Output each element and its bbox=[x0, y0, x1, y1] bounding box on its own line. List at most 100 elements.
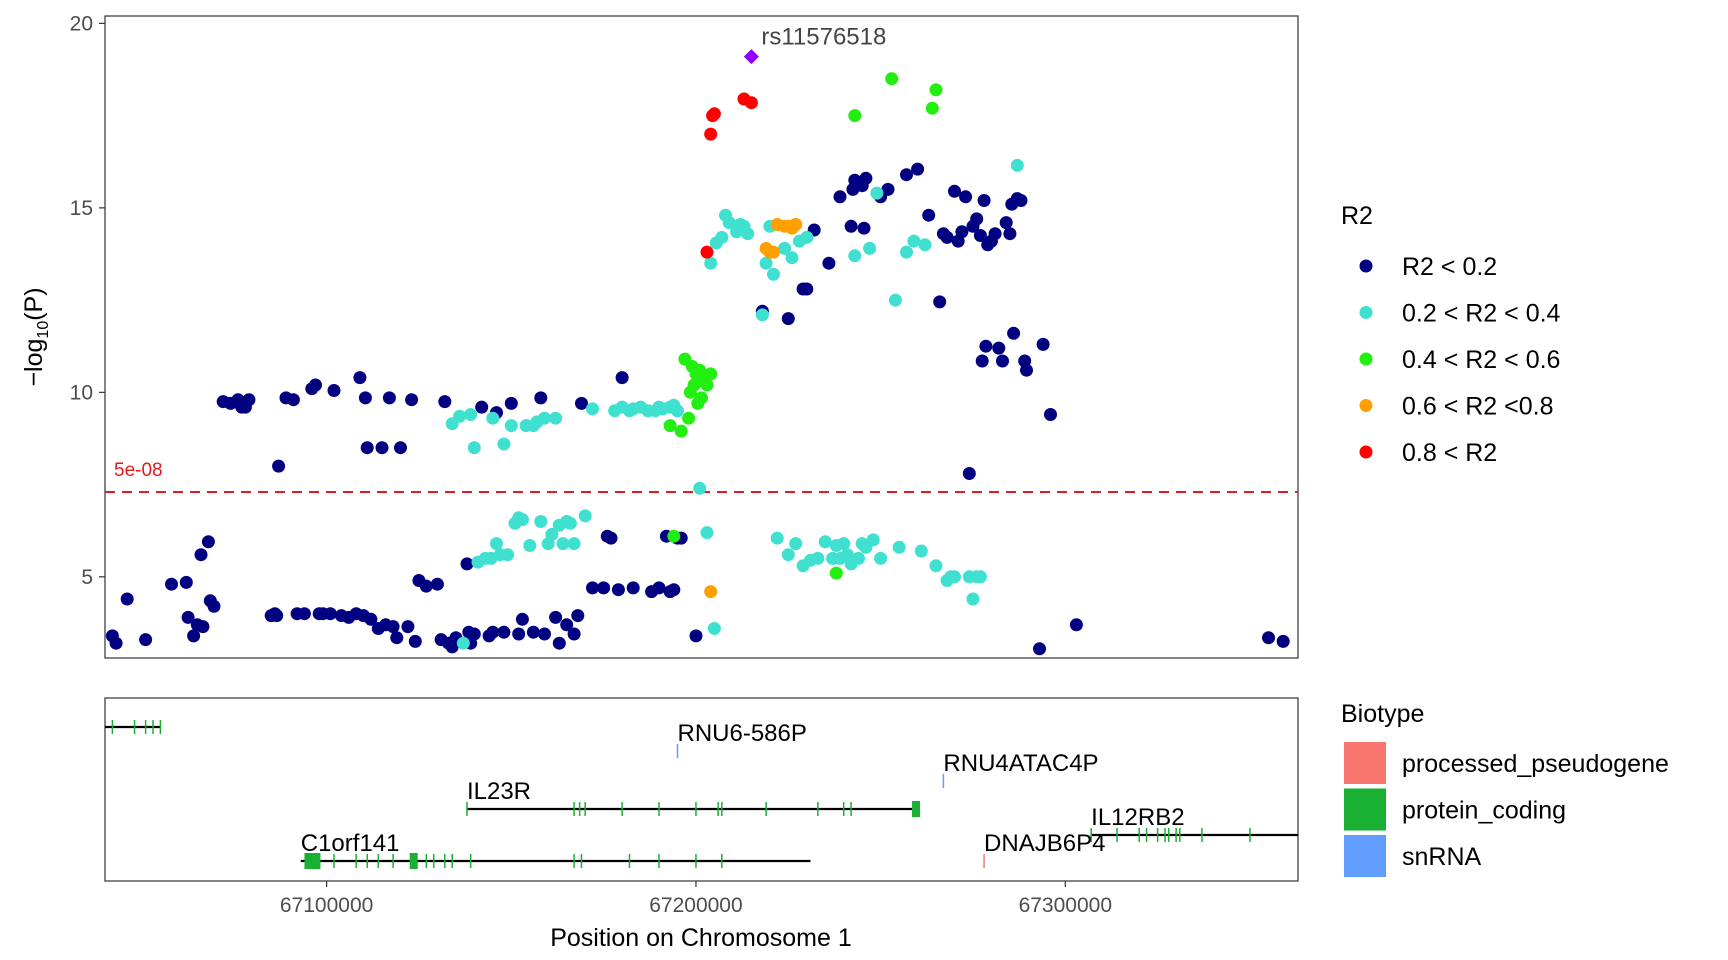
r2-legend-key-0 bbox=[1359, 259, 1373, 273]
lead-snp-label: rs11576518 bbox=[761, 24, 886, 51]
snp-point-r2-group-1-29 bbox=[563, 516, 577, 530]
snp-point-r2-group-1-9 bbox=[490, 537, 503, 551]
x-tick-label-1: 67200000 bbox=[649, 894, 742, 917]
exon-3-10 bbox=[817, 802, 819, 816]
exon-3-8 bbox=[721, 802, 723, 816]
exon-2-0 bbox=[942, 774, 945, 788]
snp-point-r2-group-2-0 bbox=[663, 419, 677, 433]
association-panel-frame bbox=[104, 15, 1299, 659]
snp-point-r2-group-2-1 bbox=[667, 529, 681, 543]
snp-point-r2-group-0-5 bbox=[179, 575, 193, 589]
snp-point-r2-group-0-117 bbox=[948, 184, 961, 198]
snp-point-r2-group-1-86 bbox=[888, 293, 902, 307]
snp-point-r2-group-0-99 bbox=[800, 282, 814, 296]
lead-snp-layer: rs11576518 bbox=[743, 24, 886, 65]
snp-point-r2-group-1-92 bbox=[929, 559, 943, 573]
snp-point-r2-group-0-85 bbox=[611, 583, 625, 597]
snp-point-r2-group-0-46 bbox=[386, 620, 400, 634]
exon-3-0 bbox=[466, 802, 468, 816]
snp-point-r2-group-1-64 bbox=[785, 251, 799, 265]
exon-5-17 bbox=[695, 854, 697, 868]
snp-point-r2-group-0-133 bbox=[999, 216, 1013, 230]
exon-5-16 bbox=[658, 854, 660, 868]
snp-point-r2-group-2-19 bbox=[925, 101, 939, 115]
snp-point-r2-group-0-125 bbox=[975, 354, 989, 368]
x-tick-label-0: 67100000 bbox=[280, 894, 373, 917]
snp-point-r2-group-0-82 bbox=[597, 581, 611, 595]
snp-point-r2-group-0-13 bbox=[207, 599, 221, 613]
snp-point-r2-group-0-76 bbox=[552, 636, 566, 650]
snp-point-r2-group-1-3 bbox=[464, 408, 478, 421]
y-axis-title: −log10(P) bbox=[20, 287, 52, 386]
snp-point-r2-group-1-45 bbox=[693, 481, 707, 495]
exon-5-10 bbox=[444, 854, 446, 868]
snp-point-r2-group-0-23 bbox=[272, 459, 286, 473]
y-tick-label-2: 15 bbox=[70, 197, 93, 220]
snp-point-r2-group-1-89 bbox=[907, 234, 921, 248]
snp-point-r2-group-1-25 bbox=[549, 411, 563, 425]
snp-point-r2-group-1-99 bbox=[973, 570, 987, 584]
snp-point-r2-group-1-85 bbox=[874, 551, 888, 565]
snp-point-r2-group-1-4 bbox=[467, 441, 481, 455]
snp-point-r2-group-0-119 bbox=[955, 225, 969, 239]
snp-point-r2-group-0-60 bbox=[460, 557, 474, 571]
snp-point-r2-group-1-63 bbox=[781, 548, 795, 562]
snp-point-r2-group-0-81 bbox=[586, 581, 599, 595]
exon-5-11 bbox=[451, 854, 453, 868]
r2-legend: R2 R2 < 0.2 0.2 < R2 < 0.4 0.4 < R2 < 0.6 0… bbox=[1341, 202, 1561, 467]
snp-point-r2-group-1-2 bbox=[456, 636, 470, 650]
snp-point-r2-group-1-48 bbox=[707, 622, 721, 635]
snp-point-r2-group-0-66 bbox=[486, 625, 500, 639]
snp-point-r2-group-0-78 bbox=[567, 627, 581, 641]
snp-point-r2-group-0-102 bbox=[833, 190, 847, 204]
biotype-legend: Biotype processed_pseudogene protein_codi… bbox=[1341, 700, 1669, 877]
r2-legend-label-1: 0.2 < R2 < 0.4 bbox=[1402, 300, 1561, 328]
y-axis: 5 10 15 20 bbox=[70, 12, 105, 589]
snp-point-r2-group-0-124 bbox=[973, 229, 987, 242]
snp-point-r2-group-1-27 bbox=[556, 537, 570, 551]
biotype-legend-key-0 bbox=[1344, 742, 1386, 784]
snp-point-r2-group-0-19 bbox=[242, 393, 256, 407]
biotype-legend-key-1 bbox=[1344, 788, 1386, 831]
snp-point-r2-group-1-83 bbox=[866, 533, 880, 547]
snp-point-r2-group-1-12 bbox=[501, 548, 515, 562]
snp-point-r2-group-0-79 bbox=[571, 609, 585, 623]
snp-point-r2-group-1-32 bbox=[586, 402, 599, 416]
exon-5-15 bbox=[628, 854, 631, 868]
snp-point-r2-group-2-4 bbox=[682, 411, 696, 425]
snp-point-r2-group-1-60 bbox=[767, 267, 780, 281]
exon-3-3 bbox=[584, 802, 586, 816]
gene-label-3: IL23R bbox=[467, 778, 531, 805]
exon-4-2 bbox=[1138, 828, 1140, 842]
snp-point-r2-group-0-142 bbox=[1036, 337, 1050, 351]
snp-point-r2-group-0-144 bbox=[1069, 618, 1083, 632]
snp-point-r2-group-0-48 bbox=[394, 441, 407, 455]
exon-0-4 bbox=[159, 720, 162, 734]
exon-5-1 bbox=[333, 854, 335, 868]
exon-4-9 bbox=[1201, 828, 1203, 842]
exon-4-7 bbox=[1175, 828, 1177, 842]
biotype-legend-key-2 bbox=[1344, 835, 1386, 877]
gene-label-4: IL12RB2 bbox=[1091, 804, 1184, 831]
snp-point-r2-group-0-50 bbox=[405, 393, 419, 407]
snp-point-r2-group-4-1 bbox=[704, 127, 718, 141]
snp-point-r2-group-4-0 bbox=[700, 245, 714, 259]
snp-point-r2-group-0-140 bbox=[1020, 363, 1033, 377]
gene-label-1: RNU6-586P bbox=[677, 720, 806, 747]
snp-point-r2-group-2-20 bbox=[929, 83, 943, 97]
snp-point-r2-group-0-3 bbox=[139, 633, 153, 647]
snp-point-r2-group-0-75 bbox=[549, 610, 563, 624]
snp-point-r2-group-1-100 bbox=[1010, 158, 1024, 172]
snp-point-r2-group-1-71 bbox=[818, 535, 832, 549]
y-axis-title-prefix: −log bbox=[20, 339, 48, 387]
snp-point-r2-group-0-33 bbox=[327, 384, 341, 397]
snp-point-r2-group-1-58 bbox=[759, 256, 773, 270]
exon-3-2 bbox=[578, 802, 581, 816]
snp-point-r2-group-0-40 bbox=[360, 441, 374, 455]
gene-label-2: RNU4ATAC4P bbox=[943, 750, 1098, 777]
snp-point-r2-group-0-80 bbox=[575, 396, 588, 410]
gene-models: RNU6-586P RNU4ATAC4P IL23R IL12RB2 C1orf141 D… bbox=[105, 720, 1298, 869]
snp-point-r2-group-1-13 bbox=[504, 419, 518, 433]
snp-point-r2-group-0-112 bbox=[911, 162, 925, 176]
